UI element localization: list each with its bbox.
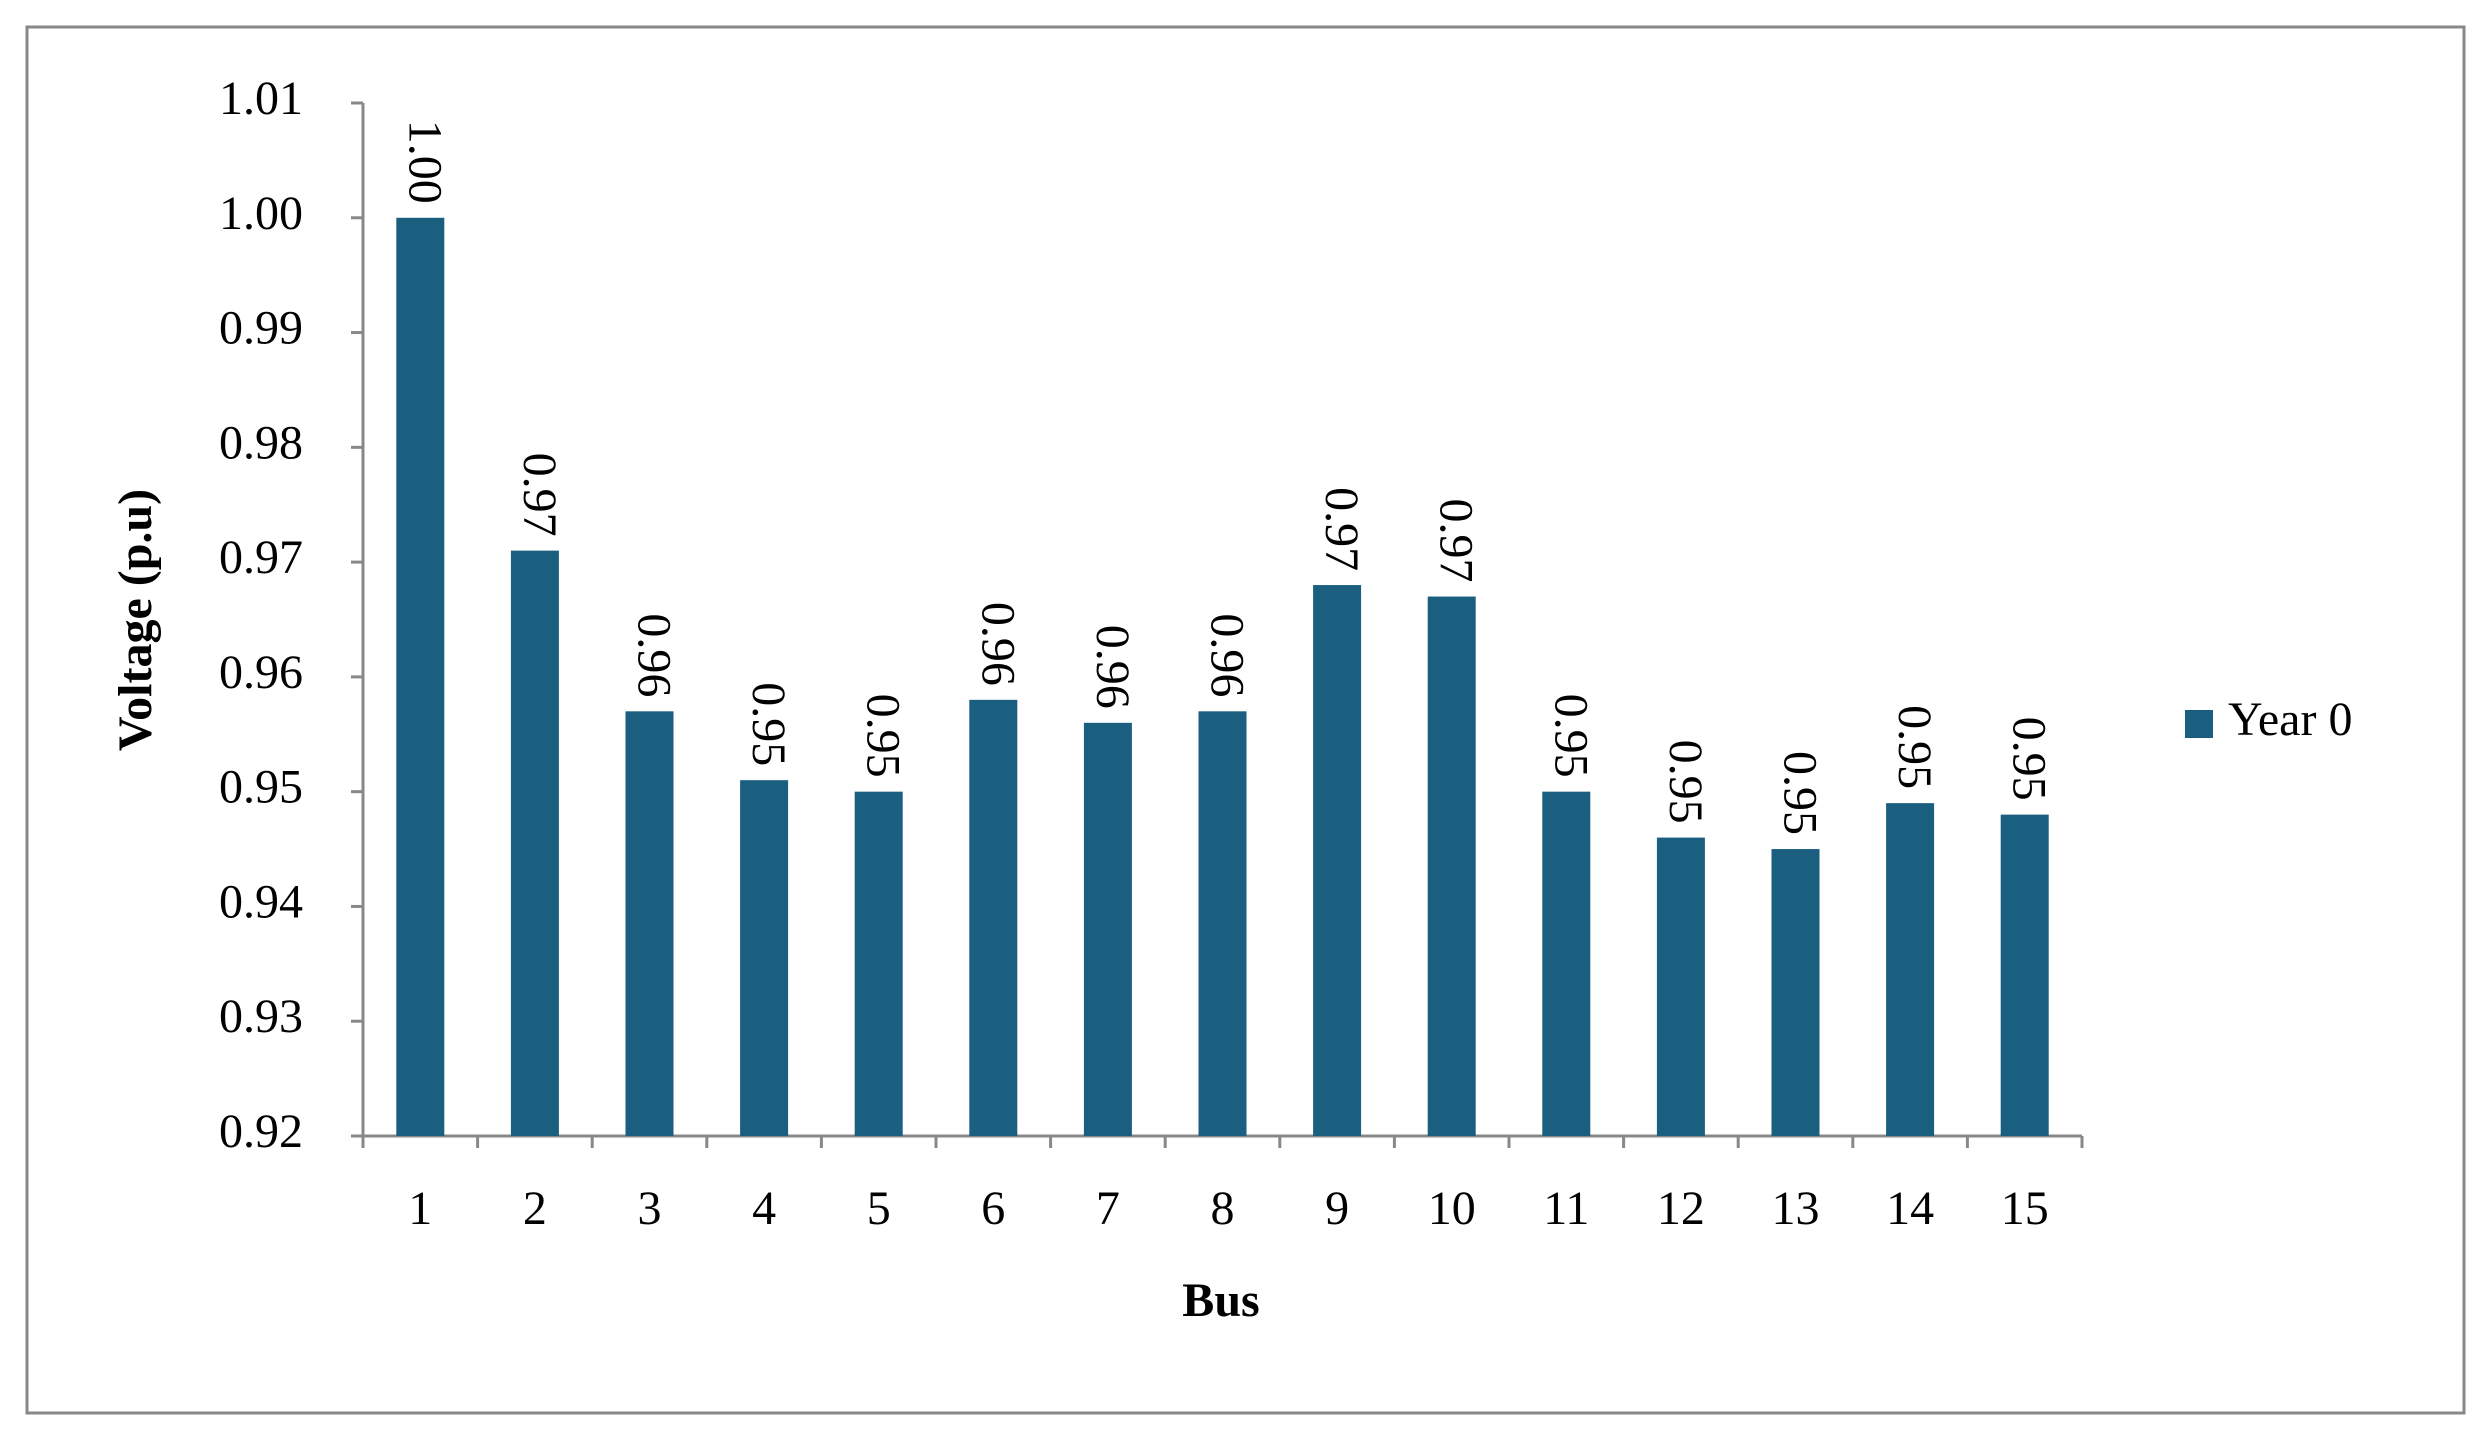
value-label: 0.97	[513, 453, 566, 537]
y-axis-label: Voltage (p.u)	[109, 489, 162, 751]
y-tick-label: 0.95	[219, 761, 303, 814]
x-tick-label: 14	[1886, 1182, 1934, 1235]
bar	[396, 217, 445, 1136]
chart-border	[25, 25, 2466, 1415]
legend-label: Year 0	[2228, 693, 2352, 746]
bar	[854, 791, 903, 1136]
legend-swatch	[2185, 710, 2213, 738]
x-tick-label: 8	[1211, 1182, 1235, 1235]
x-tick-label: 5	[867, 1182, 891, 1235]
value-label: 1.00	[398, 120, 451, 204]
x-tick-label: 1	[408, 1182, 432, 1235]
x-tick-label: 4	[752, 1182, 776, 1235]
value-label: 0.95	[742, 682, 795, 766]
bar	[510, 550, 559, 1136]
bar	[1427, 596, 1476, 1136]
x-tick-label: 7	[1096, 1182, 1120, 1235]
y-tick-label: 0.99	[219, 302, 303, 355]
bar	[1656, 837, 1705, 1136]
value-label: 0.95	[1773, 751, 1826, 835]
value-label: 0.97	[1430, 499, 1483, 583]
x-tick-label: 10	[1428, 1182, 1476, 1235]
value-label: 0.97	[1315, 487, 1368, 571]
bar	[1886, 803, 1935, 1136]
bar	[625, 711, 674, 1136]
y-tick-label: 1.01	[219, 72, 303, 125]
bar	[969, 699, 1018, 1136]
y-tick-label: 1.00	[219, 187, 303, 240]
value-label: 0.96	[1200, 613, 1253, 697]
bar	[740, 780, 789, 1136]
value-label: 0.95	[1544, 694, 1597, 778]
value-label: 0.95	[2003, 717, 2056, 801]
value-label: 0.95	[1659, 740, 1712, 824]
y-tick-label: 0.92	[219, 1105, 303, 1158]
x-tick-label: 2	[523, 1182, 547, 1235]
x-tick-label: 3	[638, 1182, 662, 1235]
x-tick-label: 6	[981, 1182, 1005, 1235]
y-tick-label: 0.96	[219, 646, 303, 699]
bar	[1771, 849, 1820, 1136]
bar	[1083, 722, 1132, 1136]
bar	[1542, 791, 1591, 1136]
value-label: 0.95	[857, 694, 910, 778]
value-label: 0.95	[1888, 705, 1941, 789]
x-tick-label: 13	[1772, 1182, 1820, 1235]
x-tick-label: 9	[1325, 1182, 1349, 1235]
x-tick-label: 12	[1657, 1182, 1705, 1235]
value-label: 0.96	[627, 613, 680, 697]
y-tick-label: 0.98	[219, 416, 303, 469]
y-tick-label: 0.94	[219, 875, 303, 928]
y-tick-label: 0.93	[219, 990, 303, 1043]
y-tick-label: 0.97	[219, 531, 303, 584]
value-label: 0.96	[971, 602, 1024, 686]
x-tick-label: 15	[2001, 1182, 2049, 1235]
value-label: 0.96	[1086, 625, 1139, 709]
bar	[1313, 585, 1362, 1136]
x-tick-label: 11	[1543, 1182, 1589, 1235]
x-axis-label: Bus	[1182, 1274, 1259, 1327]
bar	[1198, 711, 1247, 1136]
bar	[2000, 814, 2049, 1136]
